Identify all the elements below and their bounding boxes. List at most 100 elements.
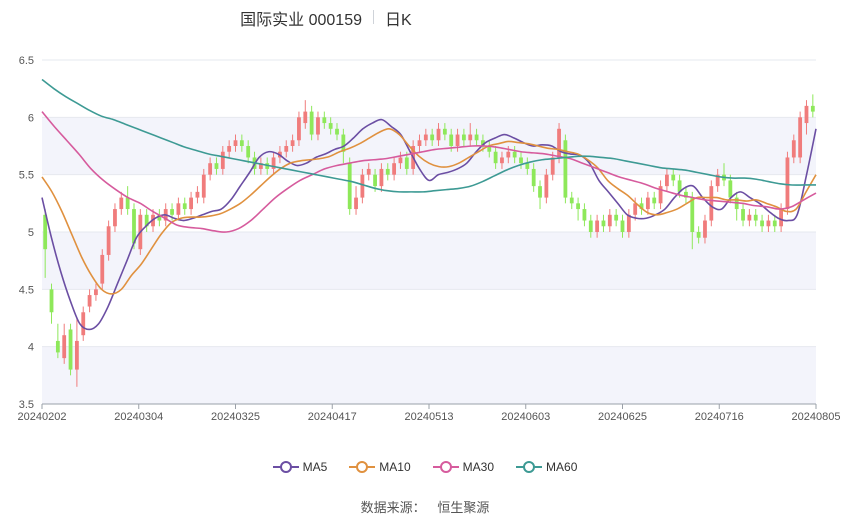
candle-body — [449, 134, 454, 146]
candle-body — [385, 168, 390, 175]
y-tick-label: 5 — [28, 227, 34, 239]
candle-body — [49, 289, 54, 313]
source-label: 数据来源： — [360, 500, 426, 515]
x-tick-label: 20240202 — [18, 411, 67, 423]
candle-body — [785, 157, 790, 210]
candle-body — [544, 174, 549, 198]
chart-legend: MA5 MA10 MA30 MA60 — [0, 456, 850, 478]
x-tick-label: 20240625 — [598, 411, 647, 423]
candle-body — [690, 197, 695, 232]
x-tick-label: 20240513 — [405, 411, 454, 423]
candle-body — [119, 197, 124, 210]
candle-body — [182, 203, 187, 210]
x-tick-label: 20240603 — [501, 411, 550, 423]
candle-body — [132, 209, 136, 244]
candle-body — [379, 168, 384, 187]
legend-item-ma10[interactable]: MA10 — [349, 460, 411, 474]
candle-body — [176, 203, 181, 215]
candle-body — [741, 209, 745, 221]
candle-body — [747, 214, 752, 221]
candle-body — [417, 140, 422, 146]
candle-body — [354, 197, 358, 210]
candle-body — [684, 191, 688, 198]
legend-item-ma60[interactable]: MA60 — [516, 460, 577, 474]
candle-body — [366, 168, 371, 175]
candle-body — [106, 226, 111, 255]
y-tick-label: 5.5 — [19, 170, 34, 182]
candle-body — [100, 254, 105, 284]
stock-name-title: 国际实业 000159 — [240, 12, 362, 29]
candle-body — [144, 214, 149, 227]
candle-body — [658, 186, 663, 204]
background-band — [42, 117, 816, 175]
legend-marker-circle — [356, 461, 369, 473]
background-band — [42, 346, 816, 404]
candle-body — [798, 117, 803, 158]
candle-body — [709, 186, 714, 221]
candle-body — [481, 140, 485, 146]
candle-body — [201, 174, 206, 198]
candle-body — [614, 214, 619, 221]
candle-body — [563, 140, 568, 198]
y-tick-label: 4 — [28, 342, 34, 354]
source-name: 恒生聚源 — [437, 500, 490, 515]
candle-body — [810, 105, 815, 112]
candle-body — [607, 214, 612, 227]
y-tick-label: 4.5 — [19, 284, 34, 296]
candle-body — [512, 151, 517, 158]
x-tick-label: 20240304 — [114, 411, 163, 423]
legend-marker-circle — [439, 461, 452, 473]
candle-body — [113, 209, 117, 227]
candle-body — [55, 340, 60, 353]
candle-body — [652, 197, 657, 204]
background-band — [42, 232, 816, 290]
candle-body — [455, 134, 460, 146]
candle-body — [557, 128, 561, 158]
candle-body — [214, 163, 219, 169]
candle-body — [620, 220, 625, 232]
y-axis: 3.5 4 4.5 5 5.5 6 6.5 — [19, 55, 34, 411]
candle-body — [341, 134, 346, 152]
candle-body — [297, 117, 301, 141]
candle-body — [601, 220, 606, 227]
candle-body — [239, 140, 244, 146]
legend-item-ma5[interactable]: MA5 — [272, 460, 327, 474]
candle-body — [595, 220, 600, 232]
legend-label: MA60 — [546, 460, 578, 474]
candle-body — [779, 209, 784, 227]
candle-body — [582, 209, 587, 221]
y-tick-label: 6.5 — [19, 55, 34, 67]
title-separator — [373, 10, 374, 24]
legend-marker-icon — [432, 461, 459, 473]
candle-body — [398, 157, 403, 164]
candle-body — [220, 151, 225, 169]
candle-body — [665, 174, 669, 187]
data-source: 数据来源： 恒生聚源 — [0, 497, 850, 516]
legend-item-ma30[interactable]: MA30 — [432, 460, 494, 474]
candle-body — [715, 174, 720, 187]
candle-body — [404, 157, 409, 169]
candle-body — [645, 197, 650, 210]
candle-body — [506, 151, 511, 158]
candle-body — [436, 128, 441, 141]
candle-body — [258, 163, 263, 169]
candle-body — [633, 203, 638, 215]
x-axis: 20240202 20240304 20240325 20240417 20240513… — [18, 403, 840, 423]
candle-body — [284, 146, 289, 152]
x-tick-label: 20240417 — [308, 411, 357, 423]
candle-body — [309, 111, 314, 135]
candle-body — [493, 151, 498, 164]
ma-line-ma60 — [41, 78, 816, 193]
y-tick-label: 6 — [28, 112, 34, 124]
candle-body — [525, 163, 530, 169]
candle-body — [804, 105, 809, 124]
candle-body — [760, 220, 764, 227]
candle-body — [347, 163, 352, 210]
legend-marker-circle — [523, 461, 536, 473]
candle-body — [125, 197, 130, 210]
legend-label: MA10 — [379, 460, 411, 474]
candle-body — [335, 128, 339, 135]
candle-body — [87, 295, 92, 307]
candle-body — [474, 134, 479, 141]
chart-background-bands — [42, 117, 816, 404]
